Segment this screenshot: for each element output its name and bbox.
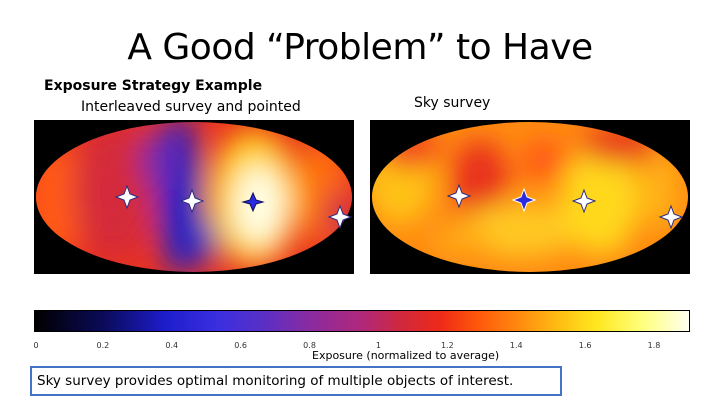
strategy-heading: Exposure Strategy Example — [44, 78, 263, 94]
exposure-map-sky-survey — [370, 120, 690, 274]
exposure-colorbar — [34, 310, 690, 332]
colorbar-tick-label: 1.2 — [440, 341, 454, 350]
object-markers-left — [114, 184, 353, 230]
colorbar-tick-label: 1.6 — [578, 341, 592, 350]
colorbar-tick-label: 1 — [375, 341, 381, 350]
four-point-star-icon — [446, 183, 472, 209]
colorbar-tick-label: 0 — [33, 341, 39, 350]
four-point-star-icon — [179, 188, 205, 214]
four-point-star-icon — [658, 204, 684, 230]
colorbar-tick-label: 0.8 — [303, 341, 316, 350]
four-point-star-icon — [241, 191, 265, 213]
object-markers-right — [446, 183, 684, 230]
summary-callout: Sky survey provides optimal monitoring o… — [30, 366, 562, 396]
exposure-map-interleaved-image — [36, 122, 353, 272]
four-point-star-icon — [114, 184, 140, 210]
left-panel-label: Interleaved survey and pointed — [81, 99, 301, 115]
colorbar-tick-label: 1.4 — [509, 341, 523, 350]
exposure-map-sky-survey-image — [372, 122, 688, 272]
colorbar-tick-label: 1.8 — [647, 341, 661, 350]
colorbar-tick-label: 0.4 — [165, 341, 179, 350]
four-point-star-icon — [571, 188, 597, 214]
four-point-star-icon — [327, 204, 353, 230]
colorbar-label: Exposure (normalized to average) — [312, 349, 500, 362]
exposure-map-interleaved — [34, 120, 354, 274]
right-panel-label: Sky survey — [414, 95, 491, 111]
colorbar-tick-label: 0.6 — [234, 341, 248, 350]
four-point-star-icon — [511, 187, 537, 213]
colorbar-tick-label: 0.2 — [96, 341, 110, 350]
slide-title: A Good “Problem” to Have — [127, 27, 593, 68]
